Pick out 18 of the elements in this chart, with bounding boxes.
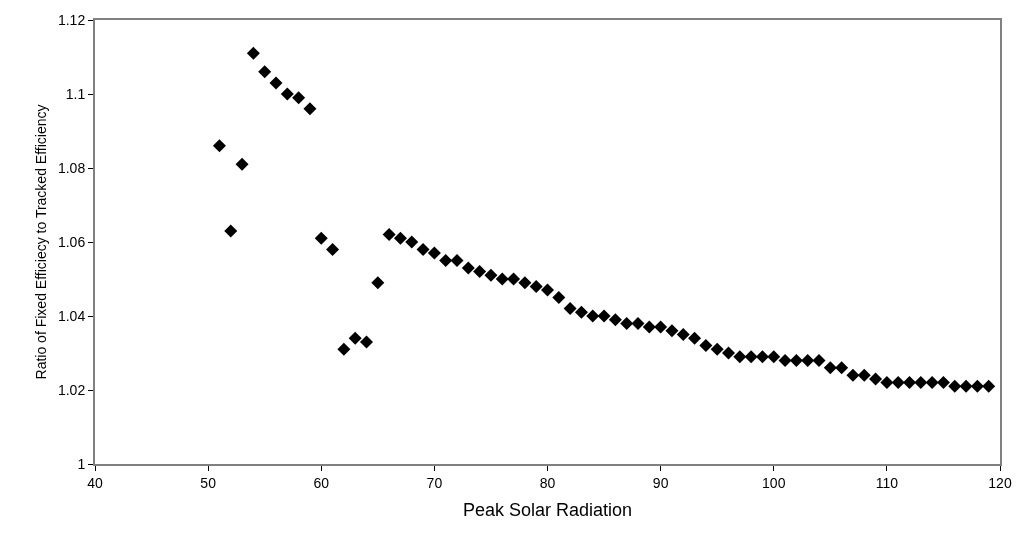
x-tick-label: 70 [426, 474, 443, 491]
y-tick-label: 1.06 [57, 233, 86, 250]
x-tick-label: 120 [988, 474, 1012, 491]
y-tick-label: 1.08 [57, 159, 86, 176]
y-tick-label: 1.12 [57, 11, 86, 28]
x-tick-label: 110 [875, 474, 899, 491]
y-tick-label: 1.02 [57, 381, 86, 398]
x-tick-label: 40 [87, 474, 103, 491]
x-tick-label: 100 [762, 474, 786, 491]
x-axis-title: Peak Solar Radiation [462, 500, 633, 521]
x-tick-label: 90 [652, 474, 669, 491]
x-tick-label: 80 [539, 474, 556, 491]
y-tick-label: 1.1 [65, 85, 86, 102]
y-tick-label: 1.04 [57, 307, 86, 324]
x-tick-label: 50 [200, 474, 217, 491]
x-tick-label: 60 [313, 474, 330, 491]
y-tick-label: 1 [77, 455, 86, 472]
y-axis-title: Ratio of Fixed Efficiecy to Tracked Efficiency [33, 104, 50, 380]
